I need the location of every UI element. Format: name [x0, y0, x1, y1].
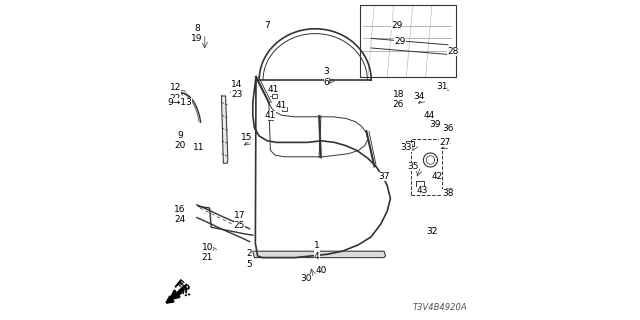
Text: 27: 27: [439, 138, 451, 147]
Text: 38: 38: [442, 189, 454, 198]
Text: 41: 41: [268, 85, 279, 94]
Text: 43: 43: [417, 186, 428, 195]
Bar: [282, 107, 287, 111]
Text: 17
25: 17 25: [234, 211, 245, 230]
Text: 29: 29: [391, 21, 403, 30]
Text: 9
20: 9 20: [174, 131, 186, 150]
Text: FR.: FR.: [172, 280, 191, 299]
Text: 10
21: 10 21: [202, 243, 213, 262]
Text: 41: 41: [276, 101, 287, 110]
Bar: [272, 94, 277, 98]
Text: 36: 36: [442, 124, 454, 132]
Text: 40: 40: [316, 266, 327, 275]
Bar: [416, 181, 424, 186]
Text: 35: 35: [407, 162, 419, 171]
Text: 41: 41: [265, 111, 276, 120]
Text: 30: 30: [300, 274, 311, 283]
Text: 37: 37: [378, 172, 390, 180]
Text: 31: 31: [436, 82, 447, 91]
Text: 18
26: 18 26: [393, 90, 404, 109]
Text: FR.: FR.: [172, 279, 194, 299]
Text: 9→13: 9→13: [168, 98, 192, 107]
Text: 29: 29: [394, 37, 406, 46]
Text: 3
6: 3 6: [324, 67, 329, 86]
Text: T3V4B4920A: T3V4B4920A: [413, 303, 467, 312]
Text: 28: 28: [447, 47, 458, 56]
Text: 11: 11: [193, 143, 204, 152]
Bar: [406, 141, 415, 146]
Text: 12
22: 12 22: [170, 83, 181, 102]
Text: 44: 44: [423, 111, 435, 120]
Text: 34: 34: [413, 92, 425, 100]
Text: 32: 32: [426, 228, 438, 236]
Text: 15: 15: [241, 133, 252, 142]
Polygon shape: [221, 96, 228, 163]
Text: 7: 7: [264, 21, 270, 30]
Bar: [412, 139, 442, 195]
Text: 14
23: 14 23: [231, 80, 243, 99]
Text: 42: 42: [431, 172, 442, 180]
Polygon shape: [319, 115, 322, 158]
Polygon shape: [253, 251, 385, 258]
Text: 1
4: 1 4: [314, 242, 319, 261]
Bar: [360, 5, 456, 77]
Text: 2
5: 2 5: [247, 250, 252, 269]
Text: 8
19: 8 19: [191, 24, 202, 43]
Text: 16
24: 16 24: [174, 205, 186, 224]
Bar: [268, 116, 273, 120]
Text: 39: 39: [429, 120, 441, 129]
Text: 33: 33: [401, 143, 412, 152]
